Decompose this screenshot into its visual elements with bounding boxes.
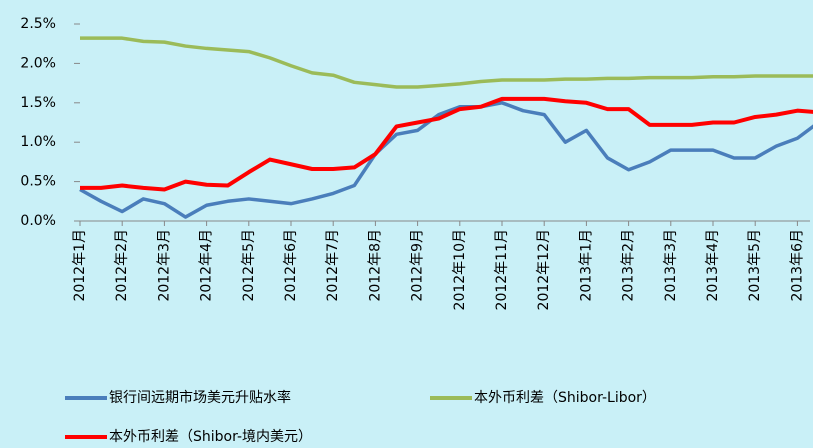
y-tick-label: 1.0% xyxy=(20,134,56,150)
x-tick-label: 2013年2月 xyxy=(621,229,637,302)
y-tick-label: 2.5% xyxy=(20,16,56,32)
x-tick-label: 2013年6月 xyxy=(789,229,805,302)
x-tick-label: 2012年10月 xyxy=(452,229,468,310)
x-tick-label: 2012年5月 xyxy=(241,229,257,302)
x-tick-label: 2012年8月 xyxy=(367,229,383,302)
y-tick-label: 2.0% xyxy=(20,55,56,71)
x-tick-label: 2013年3月 xyxy=(663,229,679,302)
x-tick-label: 2012年1月 xyxy=(72,229,88,302)
legend-label: 本外币利差（Shibor-境内美元） xyxy=(109,429,312,445)
y-tick-label: 0.0% xyxy=(20,213,56,229)
x-tick-label: 2013年1月 xyxy=(578,229,594,302)
x-tick-label: 2012年9月 xyxy=(410,229,426,302)
series-line xyxy=(80,96,813,192)
series-line xyxy=(79,101,813,219)
series-line xyxy=(80,36,813,89)
legend-label: 本外币利差（Shibor-Libor） xyxy=(474,390,656,406)
x-tick-label: 2012年12月 xyxy=(536,229,552,310)
y-tick-label: 0.5% xyxy=(20,174,56,190)
x-tick-label: 2013年5月 xyxy=(747,229,763,302)
x-tick-label: 2012年11月 xyxy=(494,229,510,310)
x-tick-label: 2012年4月 xyxy=(199,229,215,302)
x-tick-label: 2012年7月 xyxy=(325,229,341,302)
x-tick-label: 2012年2月 xyxy=(114,229,130,302)
x-tick-label: 2012年6月 xyxy=(283,229,299,302)
x-tick-label: 2012年3月 xyxy=(156,229,172,302)
x-tick-label: 2013年4月 xyxy=(705,229,721,302)
legend-label: 银行间远期市场美元升贴水率 xyxy=(109,389,291,406)
y-tick-label: 1.5% xyxy=(20,95,56,111)
